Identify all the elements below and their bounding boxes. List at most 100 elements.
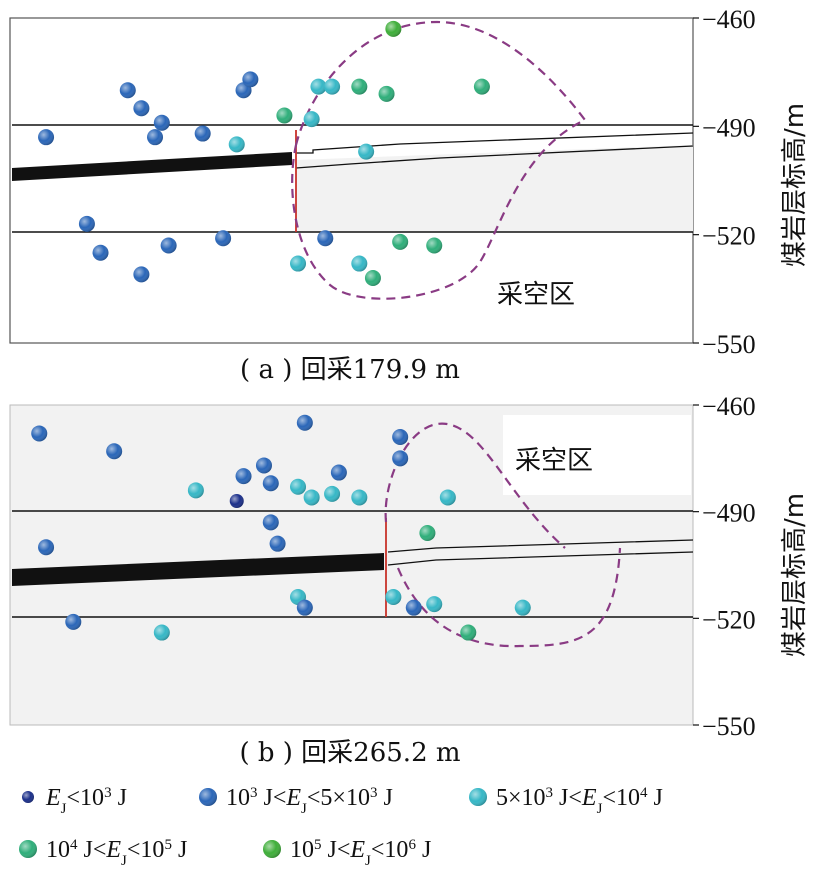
panel-b: 采空区 −460 −490 −520 −550 煤岩层标高/m ( b ) 回采265… <box>9 392 810 768</box>
event-point-shading <box>147 129 164 146</box>
event-point-shading <box>324 485 341 502</box>
event-point-shading <box>235 468 252 485</box>
high-energy-zone <box>291 20 587 300</box>
face-line-lower <box>295 145 694 169</box>
event-point-shading <box>310 78 327 95</box>
event-point-shading <box>78 215 95 232</box>
event-point-shading <box>106 443 123 460</box>
legend-label: 105 J<EJ<106 J <box>290 837 431 869</box>
event-point-shading <box>290 255 307 272</box>
event-point-shading <box>31 425 48 442</box>
legend-item: 104 J<EJ<105 J <box>19 837 187 869</box>
y-tick-label: −550 <box>702 330 756 359</box>
event-point-shading <box>385 20 402 37</box>
event-point-shading <box>351 255 368 272</box>
event-point-shading <box>358 143 375 160</box>
event-point-shading <box>419 525 436 541</box>
legend-item: 105 J<EJ<106 J <box>263 837 431 869</box>
y-tick-label: −490 <box>702 499 756 528</box>
event-point-shading <box>385 589 402 605</box>
legend-label: 103 J<EJ<5×103 J <box>226 785 393 817</box>
legend-item: 103 J<EJ<5×103 J <box>199 785 393 817</box>
legend-item: EJ<103 J <box>22 785 127 817</box>
event-point-shading <box>303 489 320 506</box>
event-point-shading <box>242 71 259 88</box>
event-point-shading <box>160 237 177 254</box>
events-a <box>38 20 490 286</box>
event-point-shading <box>133 266 150 283</box>
event-point-shading <box>364 270 381 286</box>
high-energy-zone-lower <box>396 547 622 648</box>
event-point-shading <box>38 539 55 556</box>
event-point-shading <box>460 624 477 641</box>
legend-label: 5×103 J<EJ<104 J <box>496 785 663 817</box>
event-point-shading <box>392 233 409 250</box>
legend-dot-shading <box>263 840 281 858</box>
legend-item: 5×103 J<EJ<104 J <box>469 785 663 817</box>
y-tick-label: −550 <box>702 712 756 741</box>
event-point-shading <box>439 489 456 506</box>
event-point-shading <box>215 230 232 247</box>
event-point-shading <box>262 475 279 492</box>
high-energy-zone-upper <box>384 422 566 549</box>
roadway-bar <box>12 553 384 586</box>
event-point-shading <box>351 489 368 506</box>
y-ticks-a: −460 −490 −520 −550 <box>693 5 756 359</box>
event-point-shading <box>276 107 293 124</box>
roadway-bar <box>12 152 292 181</box>
event-point-shading <box>229 494 244 508</box>
event-point-shading <box>324 78 341 95</box>
event-point-shading <box>473 78 490 95</box>
y-tick-label: −460 <box>702 392 756 421</box>
event-point-shading <box>303 111 320 128</box>
event-point-shading <box>405 599 422 616</box>
legend-dot-shading <box>469 788 487 806</box>
event-point-shading <box>228 136 245 153</box>
event-point-shading <box>392 450 409 467</box>
goaf-area <box>296 145 693 232</box>
legend-label: 104 J<EJ<105 J <box>46 837 187 869</box>
y-axis-title-a: 煤岩层标高/m <box>780 103 810 267</box>
legend-dot-shading <box>199 788 217 806</box>
event-point-shading <box>296 599 313 616</box>
legend-label: EJ<103 J <box>45 785 127 817</box>
event-point-shading <box>133 100 150 117</box>
region-label-b: 采空区 <box>515 446 593 476</box>
caption-b: ( b ) 回采265.2 m <box>239 738 460 768</box>
y-tick-label: −520 <box>702 605 756 634</box>
event-point-shading <box>351 78 368 95</box>
goaf-label-box <box>503 415 691 495</box>
y-tick-label: −460 <box>702 5 756 34</box>
y-tick-label: −490 <box>702 113 756 142</box>
event-point-shading <box>296 414 313 431</box>
event-point-shading <box>187 482 204 499</box>
face-line-upper <box>387 539 694 553</box>
event-point-shading <box>194 125 211 142</box>
event-point-shading <box>330 464 347 481</box>
event-point-shading <box>317 230 334 247</box>
event-point-shading <box>255 457 272 474</box>
y-ticks-b: −460 −490 −520 −550 <box>693 392 756 741</box>
region-label-a: 采空区 <box>497 280 575 310</box>
y-tick-label: −520 <box>702 222 756 251</box>
event-point-shading <box>153 114 170 131</box>
event-point-shading <box>65 613 82 630</box>
events-b <box>31 414 531 641</box>
event-point-shading <box>119 82 136 99</box>
event-point-shading <box>290 478 307 495</box>
face-line-upper <box>296 132 694 154</box>
legend: EJ<103 J 103 J<EJ<5×103 J 5×103 J<EJ<104 J… <box>19 785 663 869</box>
event-point-shading <box>378 85 395 102</box>
event-point-shading <box>392 429 409 445</box>
legend-dot-shading <box>19 840 37 858</box>
panel-a: 采空区 −460 −490 −520 −550 煤岩层标高/m ( a ) 回采179… <box>9 5 810 385</box>
y-axis-title-b: 煤岩层标高/m <box>780 493 810 657</box>
event-point-shading <box>514 599 531 616</box>
event-point-shading <box>262 514 279 531</box>
event-point-shading <box>426 596 443 613</box>
event-point-shading <box>92 244 109 261</box>
event-point-shading <box>426 237 443 254</box>
event-point-shading <box>269 535 286 552</box>
event-point-shading <box>153 624 170 641</box>
